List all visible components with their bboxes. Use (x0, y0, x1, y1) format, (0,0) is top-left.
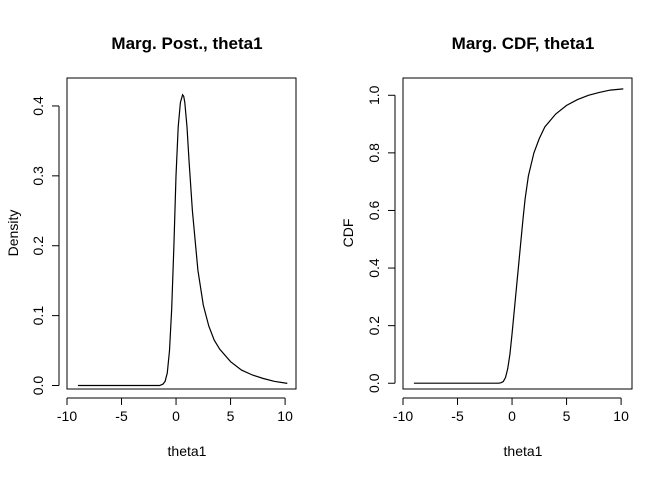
chart-title: Marg. Post., theta1 (111, 34, 262, 53)
x-tick-label: 0 (172, 408, 180, 424)
x-axis-label: theta1 (504, 443, 543, 459)
y-tick-label: 0.3 (30, 166, 46, 186)
y-tick-label: 0.4 (30, 96, 46, 116)
y-axis-label: Density (5, 210, 21, 257)
x-tick-label: -10 (393, 408, 413, 424)
x-tick-label: -5 (115, 408, 128, 424)
x-tick-label: 10 (613, 408, 629, 424)
y-tick-label: 0.2 (366, 316, 382, 336)
y-tick-label: 0.0 (30, 376, 46, 396)
y-tick-label: 0.4 (366, 258, 382, 278)
x-tick-label: 5 (227, 408, 235, 424)
series-layer (77, 93, 288, 387)
x-tick-label: -5 (451, 408, 464, 424)
y-axis-label: CDF (340, 219, 356, 248)
y-axis: 0.0 0.1 0.2 0.3 0.4 (30, 96, 60, 396)
x-tick-label: 0 (508, 408, 516, 424)
x-tick-label: 5 (563, 408, 571, 424)
panel-left: Marg. Post., theta1 theta1 Density -10 -5… (5, 34, 297, 459)
plot-frame (402, 77, 633, 390)
series-line (77, 93, 288, 387)
x-axis-label: theta1 (168, 443, 207, 459)
x-tick-label: -10 (57, 408, 77, 424)
y-tick-label: 0.6 (366, 201, 382, 221)
y-tick-label: 0.8 (366, 143, 382, 163)
plot-frame (66, 77, 297, 390)
y-tick-label: 0.2 (30, 236, 46, 256)
series-layer (413, 88, 624, 384)
series-line (413, 88, 624, 384)
y-tick-label: 0.1 (30, 306, 46, 326)
x-axis: -10 -5 0 5 10 (57, 397, 293, 424)
chart-title: Marg. CDF, theta1 (452, 34, 595, 53)
y-axis: 0.0 0.2 0.4 0.6 0.8 1.0 (366, 85, 396, 393)
y-tick-label: 0.0 (366, 373, 382, 393)
y-tick-label: 1.0 (366, 85, 382, 105)
x-tick-label: 10 (277, 408, 293, 424)
panel-right: Marg. CDF, theta1 theta1 CDF -10 -5 0 5 10 0… (340, 34, 633, 459)
x-axis: -10 -5 0 5 10 (393, 397, 629, 424)
